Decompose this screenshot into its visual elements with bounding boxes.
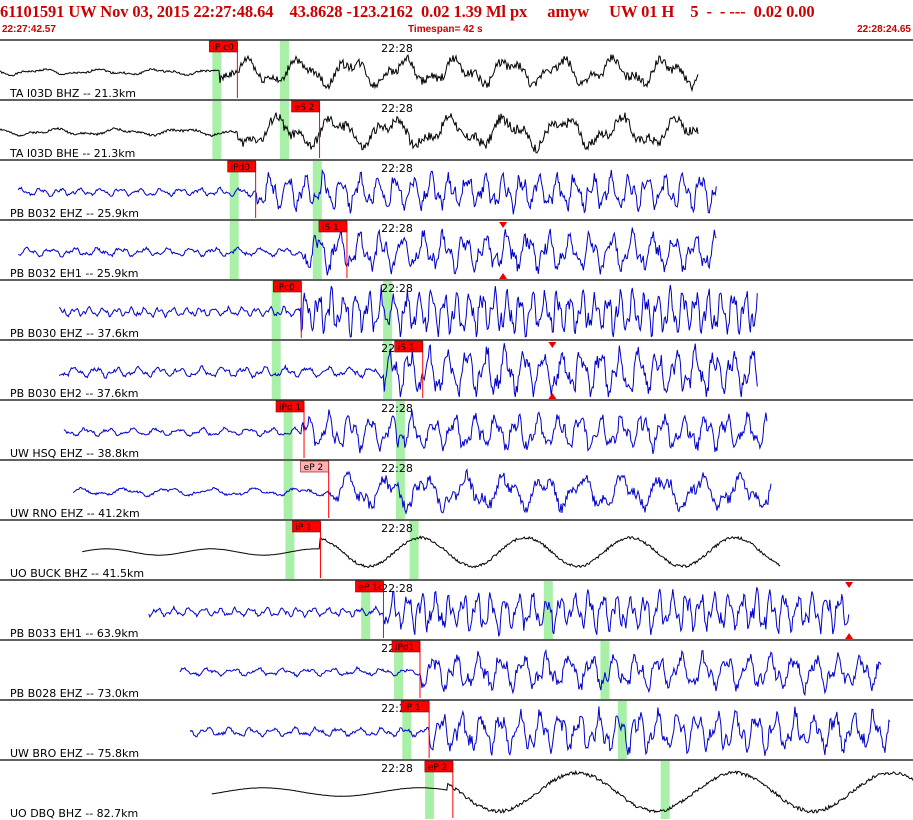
- pick-label-12: iP 1: [404, 703, 421, 713]
- minute-mark-label-1: 22:28: [381, 42, 413, 55]
- amp-marker-top-6: [548, 342, 557, 348]
- pick-label-13: eP 2: [428, 763, 448, 773]
- window-end-time: 22:28:24.65: [857, 24, 911, 35]
- window-band-13-2: [660, 761, 670, 819]
- minute-mark-label-7: 22:28: [381, 402, 413, 415]
- waveform-trace-9: [82, 535, 781, 569]
- pick-label-6: iS 1: [398, 343, 415, 353]
- window-band-3-2: [312, 161, 322, 219]
- window-band-6-2: [383, 341, 393, 399]
- station-label-7: UW HSQ EHZ -- 38.8km: [10, 447, 139, 460]
- amp-marker-bottom-4: [499, 273, 508, 279]
- window-band-7-2: [395, 401, 405, 459]
- station-label-3: PB B032 EHZ -- 25.9km: [10, 207, 139, 220]
- pick-flag-5: [272, 280, 302, 293]
- pick-flag-1: [209, 40, 238, 53]
- timespan-label: Timespan= 42 s: [408, 24, 483, 35]
- waveform-trace-13: [211, 769, 913, 814]
- pick-label-5: iPc0: [276, 283, 295, 293]
- station-label-5: PB B030 EHZ -- 37.6km: [10, 327, 139, 340]
- waveform-trace-4: [18, 227, 717, 276]
- pick-label-3: iPd0: [231, 163, 251, 173]
- station-label-13: UO DBQ BHZ -- 82.7km: [10, 807, 138, 820]
- window-band-13-1: [425, 761, 435, 819]
- window-band-8-2: [395, 461, 405, 519]
- window-band-8-1: [283, 461, 293, 519]
- waveform-trace-8: [72, 468, 772, 516]
- station-label-9: UO BUCK BHZ -- 41.5km: [10, 567, 144, 580]
- window-band-12-1: [402, 701, 412, 759]
- amp-marker-bottom-6: [548, 393, 557, 399]
- window-band-5-1: [271, 281, 281, 339]
- pick-flag-2: [291, 100, 320, 113]
- station-label-2: TA I03D BHE -- 21.3km: [9, 147, 135, 160]
- pick-label-7: iPd 1: [279, 403, 301, 413]
- pick-label-2: eS 2: [295, 103, 315, 113]
- waveform-trace-1: [0, 54, 699, 93]
- pick-flag-7: [275, 400, 305, 413]
- window-band-3-1: [229, 161, 239, 219]
- pick-label-1: iP c0: [212, 43, 234, 53]
- station-label-12: UW BRO EHZ -- 75.8km: [10, 747, 139, 760]
- window-band-7-1: [283, 401, 293, 459]
- minute-mark-label-4: 22:28: [381, 222, 413, 235]
- pick-label-9: iP 1: [295, 523, 312, 533]
- pick-label-8: eP 2: [304, 463, 324, 473]
- minute-mark-label-8: 22:28: [381, 462, 413, 475]
- event-summary-title: 61101591 UW Nov 03, 2015 22:27:48.64 43.…: [0, 2, 815, 21]
- station-label-10: PB B033 EH1 -- 63.9km: [10, 627, 138, 640]
- window-band-2-1: [212, 101, 222, 159]
- window-band-12-2: [617, 701, 627, 759]
- minute-mark-label-3: 22:28: [381, 162, 413, 175]
- pick-label-11: iPd1: [395, 643, 414, 653]
- pick-flag-12: [400, 700, 430, 713]
- waveform-trace-7: [63, 409, 768, 455]
- station-label-6: PB B030 EH2 -- 37.6km: [10, 387, 138, 400]
- pick-flag-8: [300, 460, 329, 473]
- window-band-9-1: [285, 521, 295, 579]
- window-band-10-1: [361, 581, 371, 639]
- station-label-1: TA I03D BHZ -- 21.3km: [9, 87, 136, 100]
- minute-mark-label-5: 22:28: [381, 282, 413, 295]
- waveform-trace-10: [148, 587, 850, 637]
- window-band-9-2: [409, 521, 419, 579]
- station-label-11: PB B028 EHZ -- 73.0km: [10, 687, 139, 700]
- pick-flag-3: [227, 160, 256, 173]
- amp-marker-bottom-10: [845, 633, 854, 639]
- waveform-trace-3: [17, 168, 717, 215]
- minute-mark-label-9: 22:28: [381, 522, 413, 535]
- minute-mark-label-10: 22:28: [381, 582, 413, 595]
- waveform-trace-2: [0, 112, 699, 154]
- event-header: 61101591 UW Nov 03, 2015 22:27:48.64 43.…: [0, 0, 913, 40]
- minute-mark-label-13: 22:28: [381, 762, 413, 775]
- window-band-11-1: [394, 641, 404, 699]
- pick-label-10: eP 1c: [358, 583, 383, 593]
- window-band-6-1: [271, 341, 281, 399]
- pick-flag-13: [424, 760, 454, 773]
- window-band-10-2: [543, 581, 553, 639]
- pick-flag-4: [318, 220, 348, 233]
- window-band-5-2: [383, 281, 393, 339]
- pick-flag-10: [355, 580, 384, 593]
- window-start-time: 22:27:42.57: [2, 24, 56, 35]
- pick-flag-11: [391, 640, 421, 653]
- window-band-11-2: [600, 641, 610, 699]
- pick-flag-6: [394, 340, 424, 353]
- waveform-trace-12: [189, 706, 891, 757]
- waveform-trace-6: [58, 343, 758, 398]
- waveform-trace-5: [58, 284, 758, 338]
- waveform-trace-11: [179, 648, 882, 697]
- minute-mark-label-2: 22:28: [381, 102, 413, 115]
- pick-label-4: iS 1: [322, 223, 339, 233]
- window-band-1-2: [279, 41, 289, 99]
- station-label-8: UW RNO EHZ -- 41.2km: [10, 507, 140, 520]
- station-label-4: PB B032 EH1 -- 25.9km: [10, 267, 138, 280]
- amp-marker-top-4: [499, 222, 508, 228]
- pick-flag-9: [292, 520, 321, 533]
- window-band-4-2: [312, 221, 322, 279]
- amp-marker-top-10: [845, 582, 854, 588]
